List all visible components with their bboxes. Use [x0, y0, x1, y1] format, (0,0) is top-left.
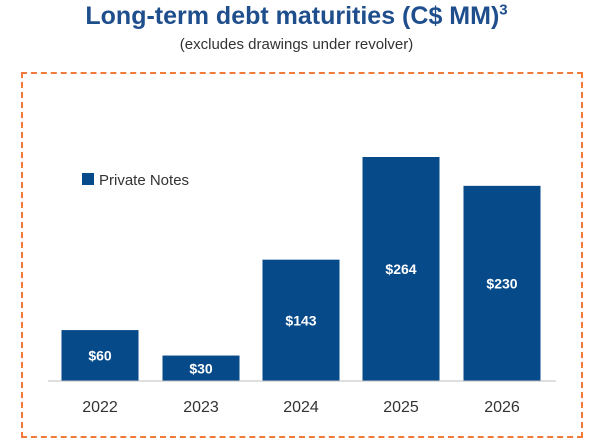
- x-axis-ticks: 2022 2023 2024 2025 2026: [82, 399, 520, 416]
- chart-title: Long-term debt maturities (C$ MM)3: [0, 2, 593, 31]
- data-label-2024: $143: [285, 312, 316, 328]
- x-tick-label-2026: 2026: [484, 399, 520, 416]
- data-label-2026: $230: [486, 275, 517, 291]
- title-footnote-marker: 3: [499, 1, 508, 19]
- x-tick-label-2023: 2023: [183, 399, 219, 416]
- chart-title-text: Long-term debt maturities (C$ MM): [85, 2, 500, 30]
- legend-swatch-private-notes: [82, 173, 94, 185]
- data-label-2025: $264: [385, 261, 416, 277]
- bars: $60 $30 $143 $264 $230: [61, 157, 541, 381]
- chart-frame: [21, 72, 583, 438]
- bar-2023: [162, 355, 240, 381]
- bar-2026: [463, 185, 541, 381]
- x-tick-label-2025: 2025: [383, 399, 419, 416]
- x-tick-label-2024: 2024: [283, 399, 319, 416]
- bar-2022: [61, 330, 139, 381]
- data-label-2023: $30: [189, 360, 213, 376]
- data-label-2022: $60: [88, 348, 112, 364]
- legend: Private Notes: [82, 172, 189, 189]
- legend-label-private-notes: Private Notes: [99, 172, 189, 189]
- bar-2024: [262, 259, 340, 381]
- x-tick-label-2022: 2022: [82, 399, 118, 416]
- bar-2025: [362, 157, 440, 381]
- chart-subtitle: (excludes drawings under revolver): [179, 36, 414, 53]
